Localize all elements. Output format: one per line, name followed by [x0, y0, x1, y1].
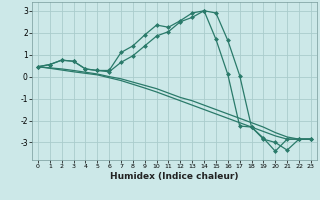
X-axis label: Humidex (Indice chaleur): Humidex (Indice chaleur)	[110, 172, 239, 181]
